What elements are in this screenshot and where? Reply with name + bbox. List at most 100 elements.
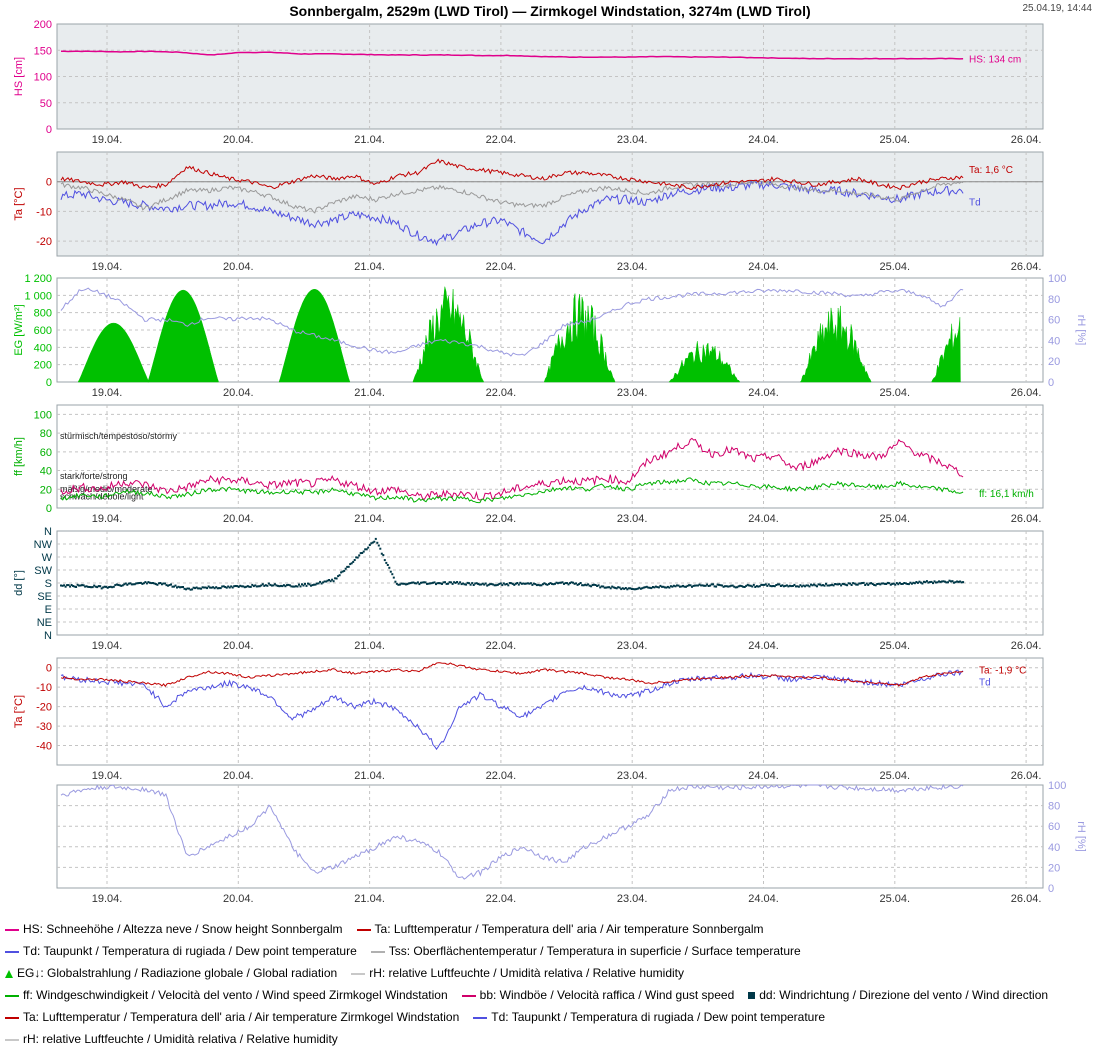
- chart-title: Sonnbergalm, 2529m (LWD Tirol) — Zirmkog…: [289, 3, 811, 19]
- dd-point: [820, 584, 823, 587]
- dd-point: [395, 582, 398, 585]
- dd-point: [72, 585, 75, 587]
- dd-point: [840, 584, 843, 587]
- y-tick-label: 400: [34, 342, 52, 354]
- dd-point: [804, 585, 806, 588]
- dd-point: [626, 588, 629, 591]
- dd-point: [953, 581, 955, 584]
- dd-point: [677, 584, 680, 587]
- dd-point: [733, 585, 736, 588]
- dd-point: [109, 585, 112, 588]
- x-tick-label: 25.04.: [880, 513, 911, 525]
- dd-point: [304, 582, 306, 585]
- dd-point: [210, 586, 213, 589]
- dd-point: [584, 583, 587, 586]
- dd-point: [535, 584, 538, 587]
- dd-point: [894, 583, 897, 586]
- dd-point: [609, 587, 612, 590]
- dd-point: [560, 581, 562, 584]
- dd-point: [538, 584, 541, 587]
- dd-point: [329, 580, 332, 583]
- dd-point: [885, 583, 888, 585]
- ff-current-value: ff: 16,1 km/h: [979, 489, 1034, 500]
- dd-point: [182, 586, 184, 588]
- x-tick-label: 23.04.: [617, 640, 648, 652]
- dd-point: [413, 582, 416, 585]
- y-tick-label: 600: [34, 325, 52, 337]
- td-label: Td: [979, 677, 991, 688]
- dd-point: [281, 585, 284, 588]
- dd-point: [499, 582, 502, 585]
- dd-point: [129, 582, 132, 585]
- dd-point: [847, 582, 850, 585]
- legend-line-swatch: [461, 994, 476, 997]
- dd-point: [197, 587, 200, 590]
- dd-point: [713, 585, 716, 588]
- dd-point: [105, 585, 108, 588]
- dd-point: [945, 581, 948, 584]
- series-tss-line: [60, 180, 964, 214]
- dd-point: [686, 584, 689, 587]
- dd-point: [558, 581, 561, 584]
- dd-point: [555, 581, 558, 584]
- dd-point: [906, 583, 909, 585]
- dd-point: [118, 584, 121, 587]
- dd-point: [374, 537, 377, 540]
- dd-point: [123, 583, 126, 586]
- panel-2-frame: [56, 151, 1044, 257]
- dd-point: [355, 556, 358, 559]
- dd-point: [813, 583, 815, 586]
- dd-point: [858, 582, 861, 585]
- dd-point: [423, 581, 425, 584]
- x-tick-label: 24.04.: [748, 261, 779, 273]
- dd-point: [763, 583, 766, 586]
- legend-line-swatch: [5, 994, 19, 997]
- dd-point: [171, 585, 174, 588]
- dd-point: [204, 586, 207, 589]
- x-tick-label: 26.04.: [1011, 640, 1042, 652]
- dd-point: [638, 586, 641, 589]
- dd-point: [483, 583, 486, 586]
- y2-tick-label: 0: [1048, 883, 1054, 895]
- dd-point: [665, 586, 668, 589]
- dd-point: [727, 585, 730, 588]
- dd-point: [70, 584, 73, 586]
- dd-point: [520, 582, 523, 585]
- dd-point: [938, 580, 940, 583]
- y-tick-label: -10: [36, 682, 52, 694]
- dd-point: [91, 586, 94, 589]
- dd-point: [469, 583, 472, 586]
- dd-point: [227, 585, 230, 588]
- dd-point: [810, 583, 812, 586]
- y2-tick-label: 20: [1048, 356, 1060, 368]
- dd-point: [659, 584, 662, 587]
- dd-point: [680, 585, 683, 588]
- x-tick-label: 21.04.: [354, 770, 385, 782]
- dd-point: [376, 541, 379, 544]
- dd-point: [69, 585, 72, 588]
- y-tick-label: -40: [36, 741, 52, 753]
- dd-point: [849, 582, 852, 585]
- dd-point: [383, 559, 386, 562]
- dd-point: [811, 584, 814, 587]
- dd-point: [886, 581, 889, 584]
- dd-point: [242, 585, 245, 588]
- dd-point: [748, 584, 751, 587]
- dd-point: [668, 586, 671, 589]
- dd-point: [728, 585, 731, 588]
- dd-point: [346, 565, 349, 568]
- dd-point: [572, 581, 574, 584]
- dd-point: [451, 582, 454, 585]
- x-tick-label: 22.04.: [486, 770, 517, 782]
- x-tick-label: 20.04.: [223, 640, 254, 652]
- dd-point: [429, 582, 431, 585]
- dd-point: [853, 582, 856, 585]
- x-tick-label: 19.04.: [92, 640, 123, 652]
- dd-point: [78, 584, 81, 587]
- dd-point: [525, 582, 528, 585]
- dd-point: [767, 583, 770, 586]
- weather-charts: 19.04. 20.04. 21.04. 22.04. 23.04. 24.04. 25.0…: [13, 19, 1087, 905]
- x-tick-label: 19.04.: [92, 513, 123, 525]
- dd-point: [389, 570, 392, 573]
- legend-item: Td: Taupunkt / Temperatura di rugiada / …: [5, 940, 357, 962]
